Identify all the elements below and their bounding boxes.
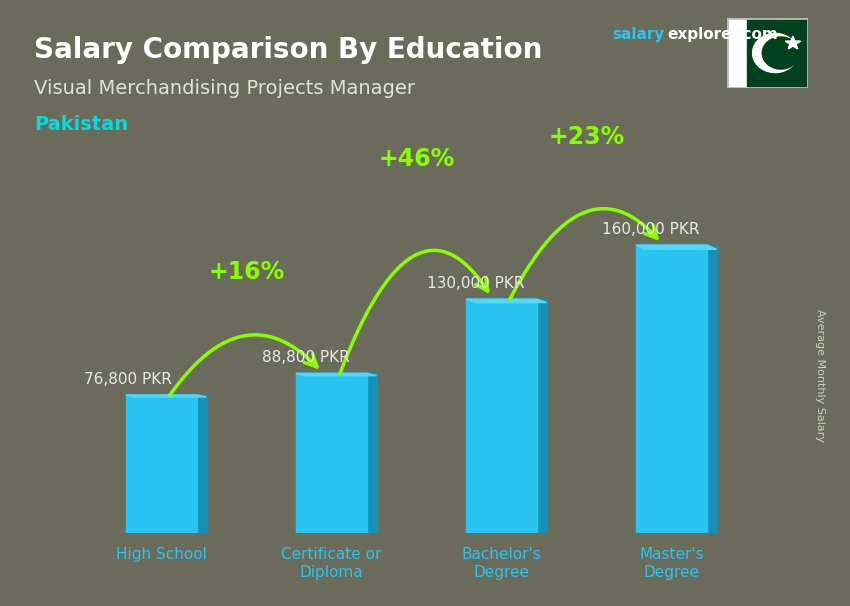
Text: Average Monthly Salary: Average Monthly Salary (815, 309, 825, 442)
Polygon shape (537, 299, 547, 533)
Text: Visual Merchandising Projects Manager: Visual Merchandising Projects Manager (34, 79, 415, 98)
Bar (466, 299, 537, 533)
Polygon shape (466, 299, 547, 302)
Text: Salary Comparison By Education: Salary Comparison By Education (34, 36, 542, 64)
Text: 76,800 PKR: 76,800 PKR (83, 371, 172, 387)
Bar (636, 245, 707, 533)
Text: +16%: +16% (208, 261, 285, 284)
Bar (747, 18, 807, 88)
Polygon shape (367, 373, 377, 533)
Polygon shape (636, 245, 717, 249)
Text: salary: salary (612, 27, 665, 42)
Polygon shape (752, 33, 798, 73)
Polygon shape (126, 395, 207, 397)
Polygon shape (762, 37, 799, 69)
Text: 88,800 PKR: 88,800 PKR (262, 350, 350, 365)
Text: Pakistan: Pakistan (34, 115, 128, 134)
Text: +46%: +46% (378, 147, 455, 170)
Polygon shape (197, 395, 207, 533)
Text: +23%: +23% (548, 125, 625, 149)
Text: explorer.com: explorer.com (667, 27, 778, 42)
Bar (126, 395, 197, 533)
Text: 160,000 PKR: 160,000 PKR (603, 222, 700, 237)
Polygon shape (785, 36, 801, 49)
Polygon shape (707, 245, 717, 533)
Polygon shape (296, 373, 377, 376)
Bar (296, 373, 367, 533)
Bar (727, 18, 747, 88)
Text: 130,000 PKR: 130,000 PKR (428, 276, 524, 291)
